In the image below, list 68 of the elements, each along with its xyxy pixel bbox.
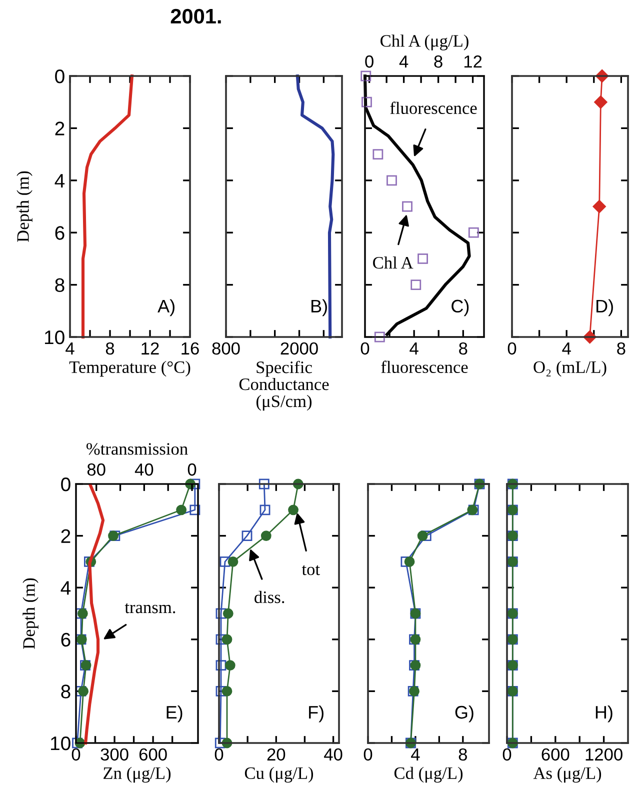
annotation: D) — [596, 299, 613, 316]
x2-tick-label: 12 — [464, 55, 482, 68]
y-tick-label: 2 — [61, 529, 70, 543]
x-tick-label: 8 — [617, 342, 626, 355]
x-tick-label: 12 — [142, 342, 159, 354]
x-tick-label: 0 — [214, 748, 224, 761]
x-axis-title: Specific Conductance (μS/cm) — [239, 360, 329, 411]
x-tick-label: 40 — [324, 748, 342, 761]
x-tick-label: 8 — [106, 342, 114, 355]
x-axis-title: As (μg/L) — [533, 766, 602, 783]
x2-tick-label: 40 — [134, 463, 154, 476]
y-tick-label: 8 — [55, 278, 64, 292]
x-tick-label: 4 — [410, 342, 418, 354]
y-tick-label: 10 — [50, 736, 70, 750]
annotation: tot — [302, 565, 320, 576]
annotation: A) — [158, 299, 174, 316]
x2-tick-label: 4 — [399, 56, 408, 68]
y-tick-label: 6 — [61, 632, 70, 647]
x-tick-label: 20 — [267, 748, 286, 761]
x-axis-title: fluorescence — [381, 360, 468, 374]
x-axis-title: O₂ (mL/L) — [534, 360, 606, 377]
x-tick-label: 1200 — [586, 748, 622, 761]
y-tick-label: 6 — [55, 226, 64, 240]
y-axis-title: Depth (m) — [22, 578, 38, 649]
annotation: fluorescence — [390, 102, 477, 114]
annotation: transm. — [124, 603, 176, 614]
x-tick-label: 16 — [182, 342, 199, 355]
annotation: Chl A — [373, 256, 414, 269]
x2-axis-title: %transmission — [86, 443, 188, 455]
y-tick-label: 10 — [44, 330, 64, 344]
annotation: E) — [166, 705, 182, 722]
x-tick-label: 600 — [542, 748, 570, 761]
annotation: B) — [312, 299, 327, 316]
x-tick-label: 0 — [360, 342, 370, 355]
x-tick-label: 8 — [459, 342, 468, 355]
y-tick-label: 4 — [54, 174, 65, 188]
x2-axis-title: Chl A (μg/L) — [380, 34, 468, 50]
y-tick-label: 8 — [61, 684, 70, 698]
x-tick-label: 0 — [502, 748, 512, 761]
x2-tick-label: 80 — [87, 463, 106, 476]
x-tick-label: 800 — [212, 342, 240, 355]
x-tick-label: 0 — [364, 748, 372, 761]
x2-tick-label: 0 — [365, 55, 374, 68]
x-tick-label: 4 — [411, 748, 420, 760]
annotation: F) — [309, 705, 324, 722]
annotation: diss. — [254, 590, 284, 604]
x-axis-title: Temperature (°C) — [69, 360, 190, 377]
x-tick-label: 0 — [508, 342, 516, 355]
x-tick-label: 600 — [139, 748, 167, 761]
y-tick-label: 4 — [60, 581, 71, 595]
x2-tick-label: 0 — [188, 463, 196, 476]
x-tick-label: 0 — [72, 748, 80, 761]
annotation: H) — [596, 705, 612, 722]
x-axis-title: Zn (μg/L) — [104, 766, 171, 783]
x-axis-title: Cu (μg/L) — [244, 766, 314, 783]
x-tick-label: 4 — [562, 342, 571, 354]
annotation: G) — [455, 705, 474, 722]
y-axis-title: Depth (m) — [16, 171, 32, 242]
annotation: C) — [452, 299, 469, 316]
chart-title: 2001. — [170, 8, 221, 24]
y-tick-label: 2 — [55, 122, 64, 136]
x-axis-title: Cd (μg/L) — [394, 766, 463, 783]
x-tick-label: 300 — [100, 748, 128, 761]
x-tick-label: 8 — [458, 748, 467, 761]
x-tick-label: 2000 — [280, 342, 318, 355]
y-tick-label: 0 — [61, 477, 70, 492]
y-tick-label: 0 — [55, 69, 64, 84]
x2-tick-label: 8 — [434, 55, 442, 68]
